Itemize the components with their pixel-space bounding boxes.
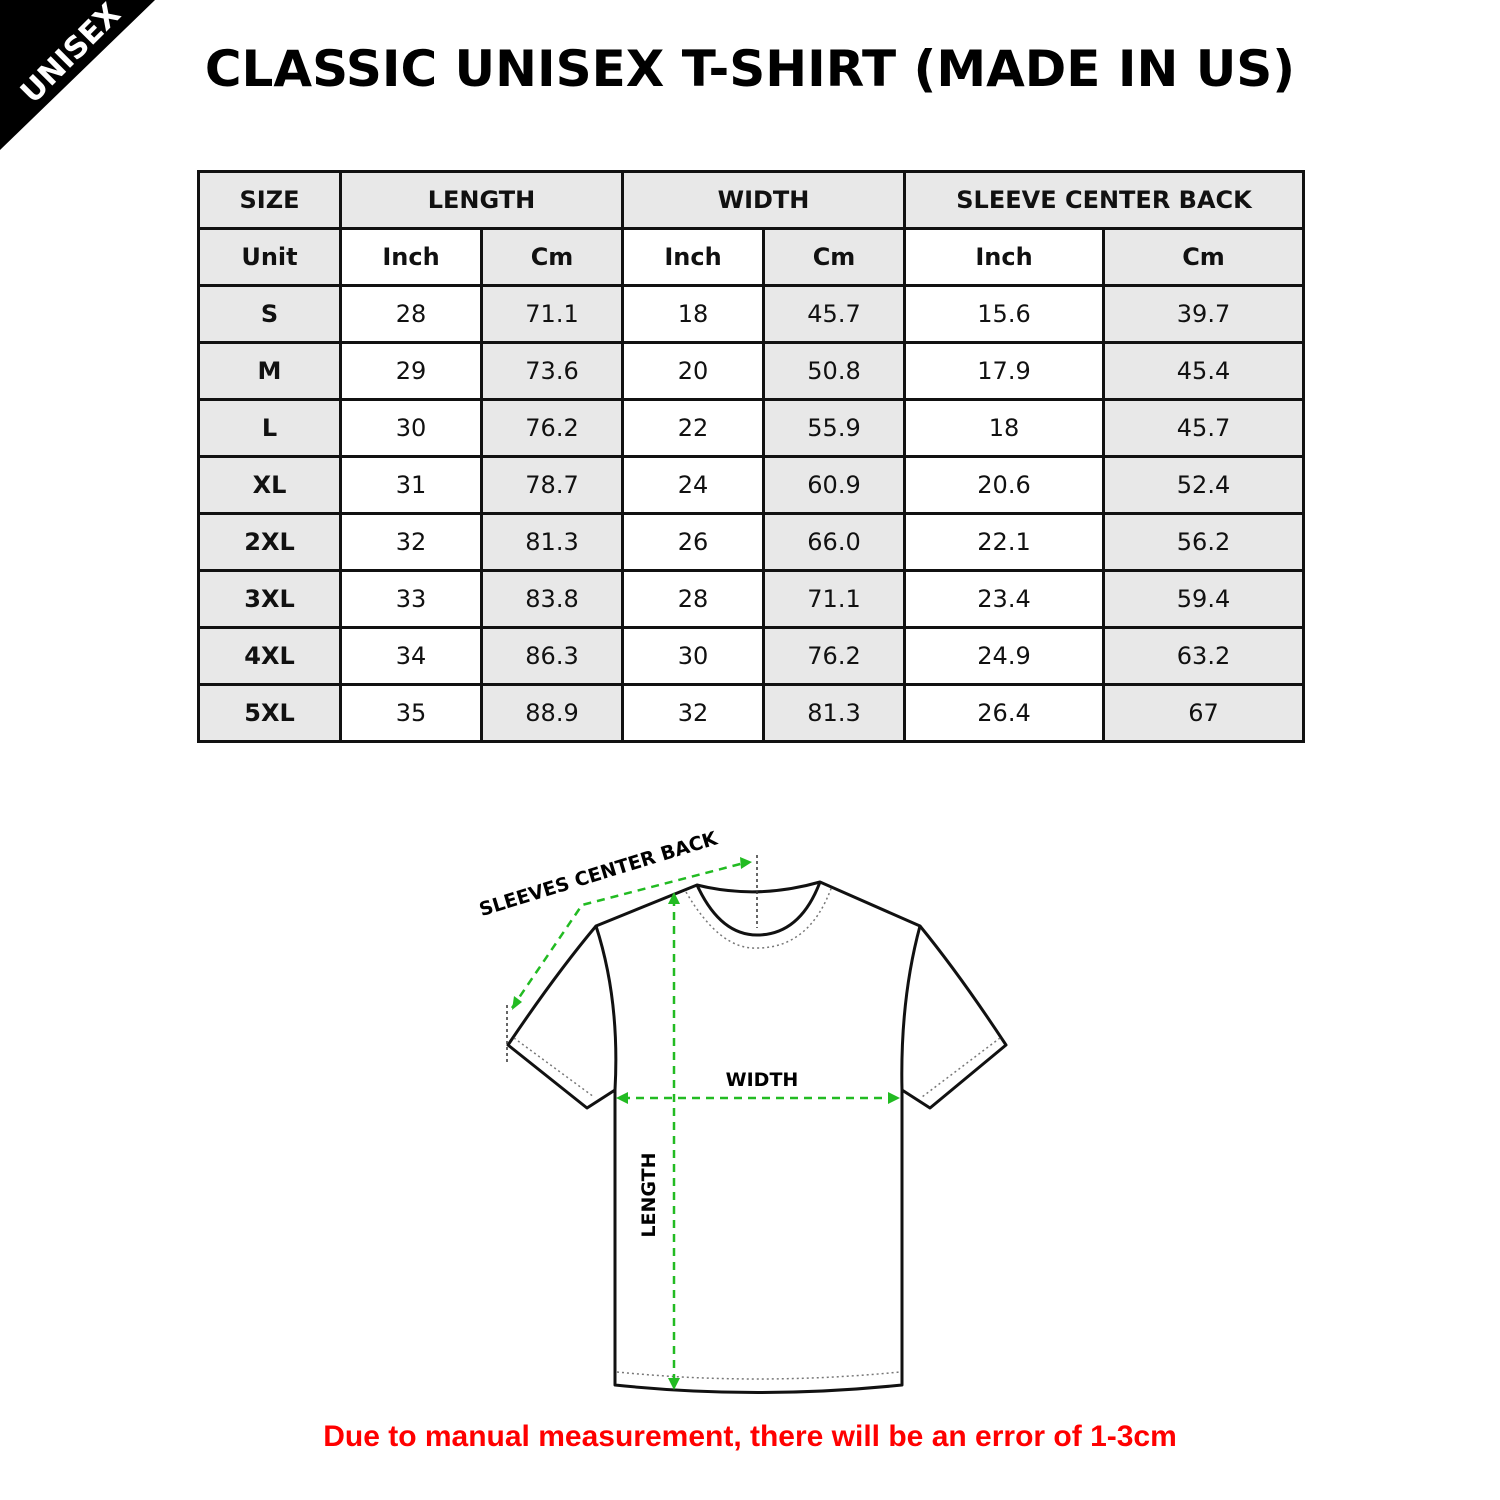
unisex-corner-badge	[0, 0, 155, 150]
value-cell: 28	[621, 569, 765, 629]
size-cell: 5XL	[197, 683, 342, 743]
measure-lines	[510, 860, 896, 1384]
width-label: WIDTH	[726, 1069, 799, 1091]
value-cell: 45.7	[1102, 398, 1305, 458]
size-chart-table: SIZE LENGTH WIDTH SLEEVE CENTER BACK Uni…	[197, 170, 1305, 743]
value-cell: 17.9	[903, 341, 1105, 401]
page-title: CLASSIC UNISEX T-SHIRT (MADE IN US)	[204, 40, 1296, 98]
value-cell: 76.2	[762, 626, 906, 686]
value-cell: 30	[621, 626, 765, 686]
value-cell: 18	[621, 284, 765, 344]
value-cell: 81.3	[480, 512, 624, 572]
header-width: WIDTH	[621, 170, 906, 230]
value-cell: 71.1	[762, 569, 906, 629]
value-cell: 78.7	[480, 455, 624, 515]
arrowheads	[512, 857, 900, 1390]
value-cell: 32	[339, 512, 483, 572]
guide-lines	[506, 855, 758, 1062]
value-cell: 24	[621, 455, 765, 515]
table-row: S 28 71.1 18 45.7 15.6 39.7	[197, 284, 1305, 344]
unit-cell: Cm	[480, 227, 624, 287]
value-cell: 26.4	[903, 683, 1105, 743]
stitching	[513, 885, 1001, 1380]
value-cell: 50.8	[762, 341, 906, 401]
value-cell: 15.6	[903, 284, 1105, 344]
value-cell: 23.4	[903, 569, 1105, 629]
value-cell: 73.6	[480, 341, 624, 401]
value-cell: 31	[339, 455, 483, 515]
size-cell: M	[197, 341, 342, 401]
value-cell: 67	[1102, 683, 1305, 743]
value-cell: 34	[339, 626, 483, 686]
value-cell: 20.6	[903, 455, 1105, 515]
size-cell: 2XL	[197, 512, 342, 572]
tshirt-outline	[506, 880, 1008, 1394]
table-row: M 29 73.6 20 50.8 17.9 45.4	[197, 341, 1305, 401]
header-sleeve-center-back: SLEEVE CENTER BACK	[903, 170, 1305, 230]
value-cell: 52.4	[1102, 455, 1305, 515]
size-cell: S	[197, 284, 342, 344]
value-cell: 24.9	[903, 626, 1105, 686]
size-cell: 3XL	[197, 569, 342, 629]
header-size: SIZE	[197, 170, 342, 230]
value-cell: 20	[621, 341, 765, 401]
value-cell: 28	[339, 284, 483, 344]
value-cell: 39.7	[1102, 284, 1305, 344]
value-cell: 83.8	[480, 569, 624, 629]
length-label: LENGTH	[638, 1152, 660, 1237]
unit-cell: Cm	[762, 227, 906, 287]
value-cell: 55.9	[762, 398, 906, 458]
value-cell: 30	[339, 398, 483, 458]
value-cell: 33	[339, 569, 483, 629]
unit-cell: Inch	[621, 227, 765, 287]
value-cell: 45.4	[1102, 341, 1305, 401]
value-cell: 59.4	[1102, 569, 1305, 629]
size-cell: L	[197, 398, 342, 458]
unit-cell: Inch	[339, 227, 483, 287]
value-cell: 56.2	[1102, 512, 1305, 572]
header-group-row: SIZE LENGTH WIDTH SLEEVE CENTER BACK	[197, 170, 1305, 230]
size-cell: XL	[197, 455, 342, 515]
value-cell: 66.0	[762, 512, 906, 572]
measurement-note: Due to manual measurement, there will be…	[323, 1420, 1177, 1453]
table-row: XL 31 78.7 24 60.9 20.6 52.4	[197, 455, 1305, 515]
value-cell: 26	[621, 512, 765, 572]
table-row: L 30 76.2 22 55.9 18 45.7	[197, 398, 1305, 458]
unit-cell: Cm	[1102, 227, 1305, 287]
value-cell: 22	[621, 398, 765, 458]
unit-cell: Inch	[903, 227, 1105, 287]
unit-cell: Unit	[197, 227, 342, 287]
value-cell: 35	[339, 683, 483, 743]
value-cell: 71.1	[480, 284, 624, 344]
value-cell: 81.3	[762, 683, 906, 743]
header-unit-row: Unit Inch Cm Inch Cm Inch Cm	[197, 227, 1305, 287]
value-cell: 76.2	[480, 398, 624, 458]
header-length: LENGTH	[339, 170, 624, 230]
value-cell: 32	[621, 683, 765, 743]
value-cell: 22.1	[903, 512, 1105, 572]
table-row: 3XL 33 83.8 28 71.1 23.4 59.4	[197, 569, 1305, 629]
value-cell: 88.9	[480, 683, 624, 743]
table-row: 2XL 32 81.3 26 66.0 22.1 56.2	[197, 512, 1305, 572]
value-cell: 45.7	[762, 284, 906, 344]
value-cell: 18	[903, 398, 1105, 458]
value-cell: 29	[339, 341, 483, 401]
size-cell: 4XL	[197, 626, 342, 686]
value-cell: 86.3	[480, 626, 624, 686]
value-cell: 60.9	[762, 455, 906, 515]
table-row: 5XL 35 88.9 32 81.3 26.4 67	[197, 683, 1305, 743]
value-cell: 63.2	[1102, 626, 1305, 686]
table-row: 4XL 34 86.3 30 76.2 24.9 63.2	[197, 626, 1305, 686]
